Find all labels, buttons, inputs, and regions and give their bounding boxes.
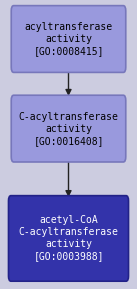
Text: C-acyltransferase
activity
[GO:0016408]: C-acyltransferase activity [GO:0016408] xyxy=(18,112,119,146)
FancyBboxPatch shape xyxy=(8,196,129,281)
FancyBboxPatch shape xyxy=(11,95,126,162)
FancyBboxPatch shape xyxy=(11,6,126,73)
Text: acetyl-CoA
C-acyltransferase
activity
[GO:0003988]: acetyl-CoA C-acyltransferase activity [G… xyxy=(18,215,119,262)
Text: acyltransferase
activity
[GO:0008415]: acyltransferase activity [GO:0008415] xyxy=(24,22,113,56)
